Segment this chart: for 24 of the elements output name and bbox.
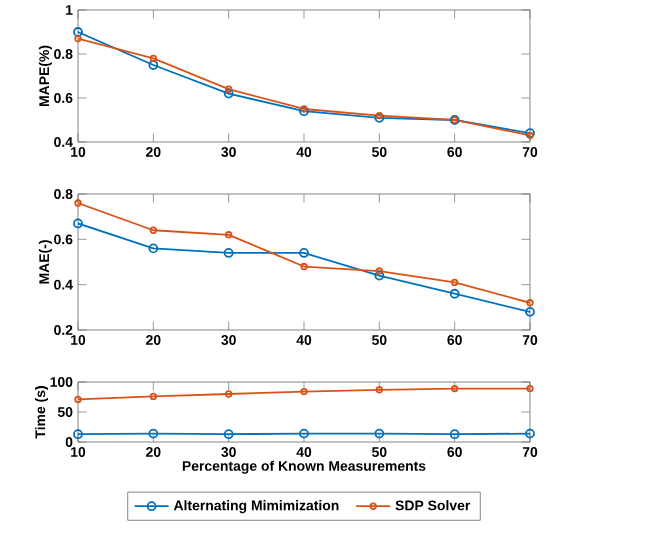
point xyxy=(449,288,460,299)
point xyxy=(299,428,309,439)
point xyxy=(375,267,384,275)
point xyxy=(299,248,309,258)
point xyxy=(449,429,460,440)
point xyxy=(374,428,385,439)
point xyxy=(149,54,158,63)
point xyxy=(375,386,384,394)
point xyxy=(223,429,234,440)
point xyxy=(149,226,158,234)
point xyxy=(224,85,233,93)
point xyxy=(223,248,234,258)
point xyxy=(300,387,308,396)
point xyxy=(374,270,385,281)
point xyxy=(450,278,459,287)
point xyxy=(224,390,233,398)
point xyxy=(224,231,233,239)
point xyxy=(149,392,158,401)
point xyxy=(300,262,308,271)
point xyxy=(148,60,159,70)
point xyxy=(223,88,234,99)
point xyxy=(450,384,459,393)
point xyxy=(148,428,159,439)
point xyxy=(148,243,159,254)
